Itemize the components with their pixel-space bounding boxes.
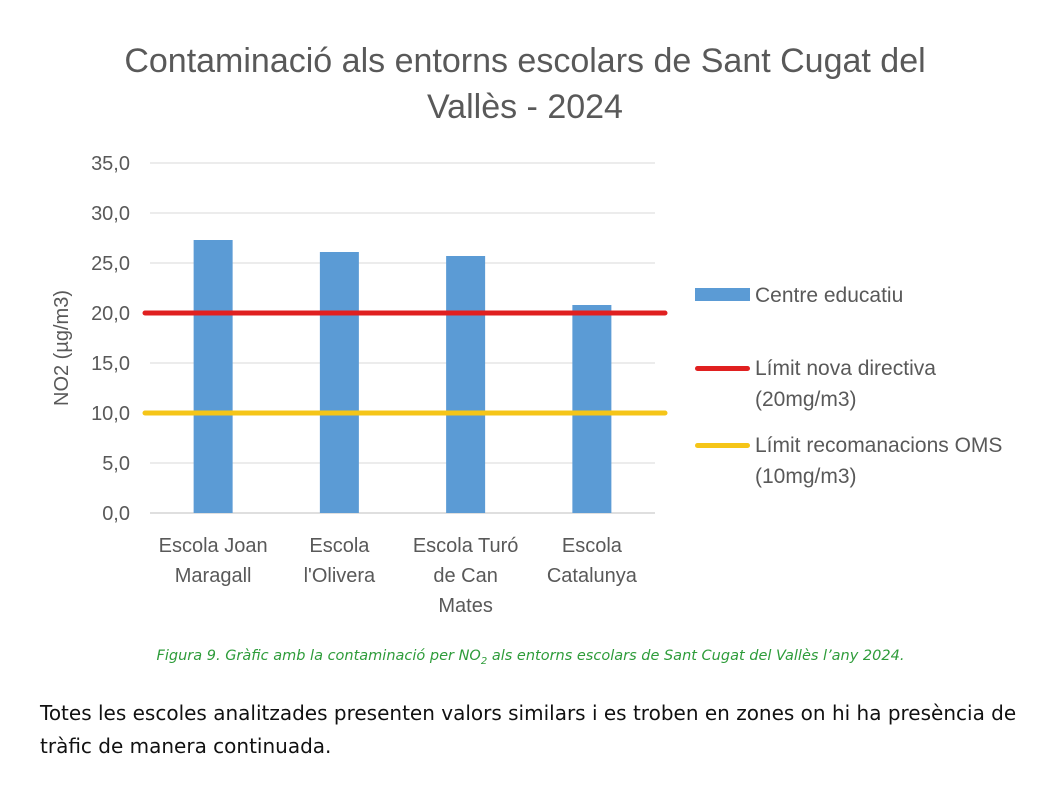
x-tick-label: Escola Catalunya (547, 535, 638, 587)
legend-label: Centre educatiu (755, 284, 904, 307)
legend-swatch-red-line (695, 366, 750, 371)
y-tick-label: 30,0 (91, 203, 130, 225)
bar (193, 240, 233, 513)
y-tick-label: 15,0 (91, 353, 130, 375)
x-tick-label: Escola Joan Maragall (159, 535, 268, 587)
caption-subscript: 2 (480, 655, 488, 667)
legend-label: Límit nova directiva (20mg/m3) (755, 357, 936, 411)
bar (572, 305, 612, 513)
y-tick-label: 25,0 (91, 253, 130, 275)
y-tick-label: 35,0 (91, 153, 130, 175)
caption-text-after: als entorns escolars de Sant Cugat del V… (487, 648, 905, 664)
bar (446, 256, 486, 513)
y-tick-label: 20,0 (91, 303, 130, 325)
y-axis-label: NO2 (µg/m3) (51, 290, 73, 406)
body-paragraph: Totes les escoles analitzades presenten … (40, 701, 1017, 758)
y-tick-label: 0,0 (102, 503, 130, 525)
y-tick-label: 10,0 (91, 403, 130, 425)
caption-text-before: Figura 9. Gràfic amb la contaminació per… (156, 648, 481, 664)
x-tick-label: Escola l'Olivera (304, 535, 376, 587)
legend-swatch-yellow-line (695, 443, 750, 448)
legend-swatch-bar (695, 288, 750, 301)
x-tick-label: Escola Turó de Can Mates (413, 535, 519, 617)
legend-label: Límit recomanacions OMS (10mg/m3) (755, 434, 1003, 488)
chart-plot: 0,0 5,0 10,0 15,0 20,0 25,0 30,0 35,0 NO2 (µg/m3… (51, 153, 668, 617)
bar (319, 252, 359, 513)
y-tick-label: 5,0 (102, 453, 130, 475)
figure-caption: Figura 9. Gràfic amb la contaminació per… (0, 648, 1061, 667)
chart-title: Contaminació als entorns escolars de San… (124, 42, 926, 126)
